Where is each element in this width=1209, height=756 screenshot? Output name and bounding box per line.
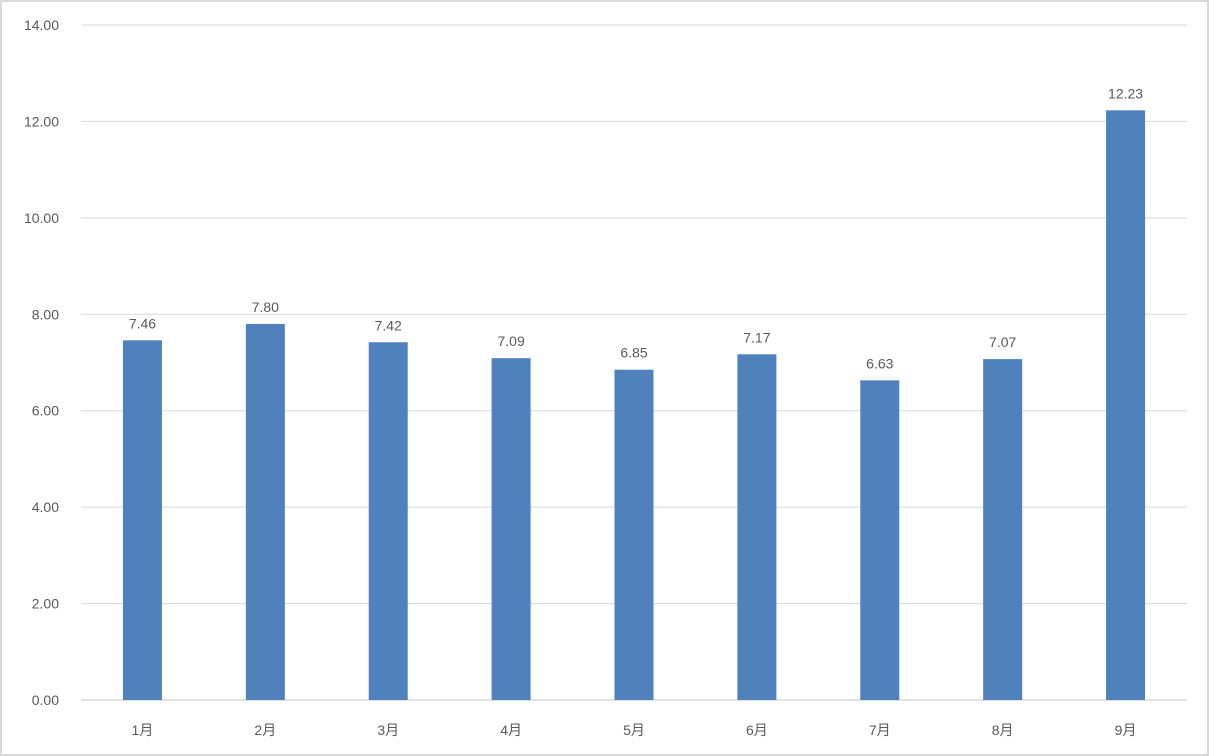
x-tick-label: 8月 (992, 722, 1014, 738)
data-label: 6.85 (620, 345, 647, 361)
data-label: 12.23 (1108, 85, 1143, 101)
data-label: 7.80 (252, 299, 279, 315)
data-label: 7.42 (375, 317, 402, 333)
y-tick-label: 0.00 (32, 692, 59, 708)
x-tick-label: 4月 (500, 722, 522, 738)
x-tick-label: 1月 (132, 722, 154, 738)
y-tick-label: 8.00 (32, 306, 59, 322)
bar (860, 380, 900, 700)
bar (491, 358, 531, 700)
x-tick-label: 6月 (746, 722, 768, 738)
data-label: 7.17 (743, 329, 770, 345)
y-tick-label: 12.00 (24, 113, 59, 129)
bar (368, 342, 408, 700)
bar (614, 369, 654, 700)
bar (983, 359, 1023, 700)
bar (1106, 110, 1146, 700)
x-tick-label: 3月 (377, 722, 399, 738)
data-label: 7.46 (129, 315, 156, 331)
x-tick-label: 9月 (1115, 722, 1137, 738)
x-tick-label: 5月 (623, 722, 645, 738)
y-tick-label: 4.00 (32, 499, 59, 515)
x-tick-label: 7月 (869, 722, 891, 738)
bar (122, 340, 162, 700)
bar (737, 354, 777, 700)
data-label: 6.63 (866, 355, 893, 371)
data-label: 7.07 (989, 334, 1016, 350)
y-tick-label: 14.00 (24, 17, 59, 33)
y-tick-label: 10.00 (24, 210, 59, 226)
y-tick-label: 6.00 (32, 403, 59, 419)
x-tick-label: 2月 (254, 722, 276, 738)
y-tick-label: 2.00 (32, 596, 59, 612)
data-label: 7.09 (497, 333, 524, 349)
bar (245, 323, 285, 700)
